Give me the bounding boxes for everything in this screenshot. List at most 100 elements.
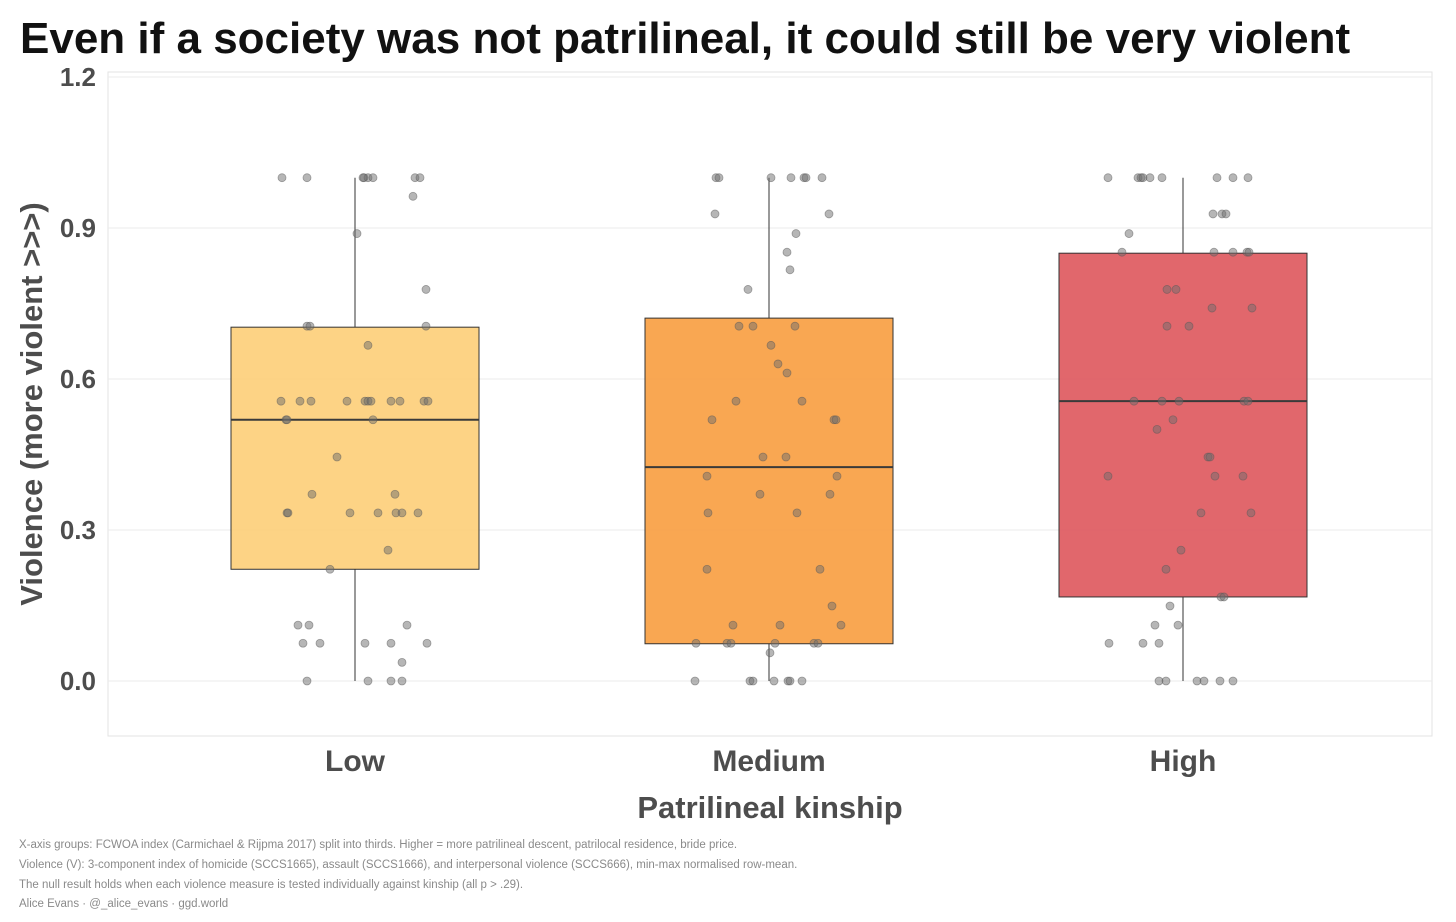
data-point (1162, 285, 1172, 294)
data-point (1162, 321, 1172, 331)
data-point (1176, 545, 1186, 555)
data-point (731, 396, 741, 406)
data-point (790, 321, 800, 331)
data-point (1208, 209, 1218, 219)
data-point (315, 638, 325, 648)
data-point (1161, 564, 1171, 574)
data-point (283, 508, 293, 518)
data-point (748, 321, 758, 331)
x-axis-ticks: Low Medium High (325, 745, 1216, 778)
footnote-2: Violence (V): 3-component index of homic… (19, 859, 797, 871)
data-point (797, 396, 807, 406)
data-point (1103, 173, 1113, 183)
y-tick-label: 0.9 (60, 213, 96, 243)
data-point (781, 452, 791, 462)
data-point (402, 620, 412, 630)
data-point (825, 489, 835, 499)
data-point (276, 396, 286, 406)
data-point (1103, 471, 1113, 481)
data-point (304, 620, 314, 630)
data-point (801, 173, 811, 183)
data-point (1212, 173, 1222, 183)
data-point (1228, 676, 1238, 686)
data-point (363, 340, 373, 350)
data-point (836, 620, 846, 630)
data-point (358, 173, 368, 183)
data-point (1157, 173, 1167, 183)
data-point (1215, 676, 1225, 686)
data-point (766, 173, 776, 183)
data-point (306, 396, 316, 406)
data-point (832, 471, 842, 481)
data-point (782, 247, 792, 257)
data-point (293, 620, 303, 630)
data-point (702, 564, 712, 574)
data-point (691, 638, 701, 648)
credit-line: Alice Evans · @_alice_evans · ggd.world (19, 898, 228, 910)
data-point (734, 321, 744, 331)
data-point (368, 415, 378, 425)
data-point (352, 229, 362, 238)
data-point (1117, 247, 1127, 257)
data-point (748, 676, 758, 686)
y-tick-label: 0.6 (60, 364, 96, 394)
box-low (230, 326, 480, 570)
data-point (1238, 471, 1248, 481)
data-point (1247, 303, 1257, 313)
y-tick-label: 0.0 (60, 666, 96, 696)
data-point (1199, 676, 1209, 686)
data-point (707, 415, 717, 425)
data-point (1205, 452, 1215, 462)
data-point (1150, 620, 1160, 630)
data-point (702, 471, 712, 481)
y-tick-label: 0.3 (60, 515, 96, 545)
data-point (1174, 396, 1184, 406)
data-point (714, 173, 724, 183)
data-point (1145, 173, 1155, 183)
data-point (373, 508, 383, 518)
y-axis-ticks: 0.0 0.3 0.6 0.9 1.2 (60, 62, 96, 696)
data-point (1154, 638, 1164, 648)
data-point (775, 620, 785, 630)
data-point (298, 638, 308, 648)
data-point (766, 340, 776, 350)
data-point (360, 638, 370, 648)
data-point (421, 285, 431, 294)
data-point (332, 452, 342, 462)
data-point (797, 676, 807, 686)
data-point (302, 173, 312, 183)
data-point (395, 396, 405, 406)
data-point (415, 173, 425, 183)
data-point (824, 209, 834, 219)
data-point (813, 638, 823, 648)
data-point (817, 173, 827, 183)
data-point (386, 396, 396, 406)
data-point (758, 452, 768, 462)
data-point (366, 396, 376, 406)
data-point (1165, 601, 1175, 611)
data-point (1152, 424, 1162, 434)
data-point (423, 396, 433, 406)
box-high (1058, 252, 1308, 598)
data-point (1244, 247, 1254, 257)
data-point (307, 489, 317, 499)
data-point (397, 508, 407, 518)
data-point (1161, 676, 1171, 686)
data-point (305, 321, 315, 331)
data-point (1104, 638, 1114, 648)
data-point (368, 173, 378, 183)
data-point (422, 638, 432, 648)
data-point (390, 489, 400, 499)
data-point (769, 676, 779, 686)
data-point (345, 508, 355, 518)
data-point (785, 676, 795, 686)
data-point (1168, 415, 1178, 425)
data-point (325, 564, 335, 574)
data-point (743, 285, 753, 294)
data-point (408, 191, 418, 201)
data-point (386, 638, 396, 648)
data-point (1196, 508, 1206, 518)
x-tick-label: Low (325, 745, 386, 778)
data-point (1138, 638, 1148, 648)
